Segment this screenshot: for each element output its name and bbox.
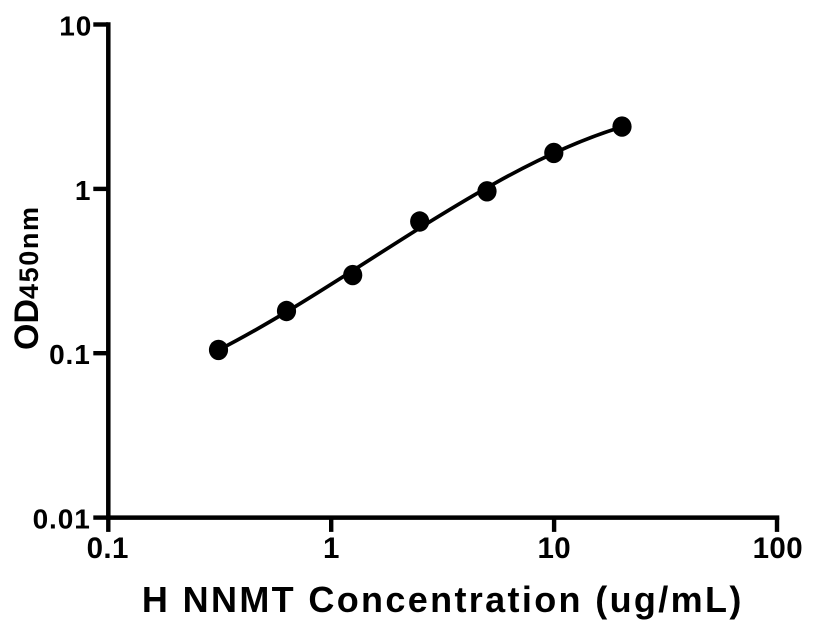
svg-text:1: 1 [75, 175, 91, 206]
svg-text:0.01: 0.01 [33, 504, 91, 535]
svg-text:1: 1 [323, 532, 340, 565]
svg-text:10: 10 [59, 11, 92, 42]
svg-text:100: 100 [753, 532, 803, 565]
svg-text:10: 10 [537, 532, 571, 565]
svg-text:0.1: 0.1 [49, 339, 91, 370]
svg-text:H NNMT Concentration (ug/mL): H NNMT Concentration (ug/mL) [142, 579, 744, 620]
svg-text:OD450nm: OD450nm [8, 205, 46, 350]
svg-text:0.1: 0.1 [87, 532, 129, 565]
